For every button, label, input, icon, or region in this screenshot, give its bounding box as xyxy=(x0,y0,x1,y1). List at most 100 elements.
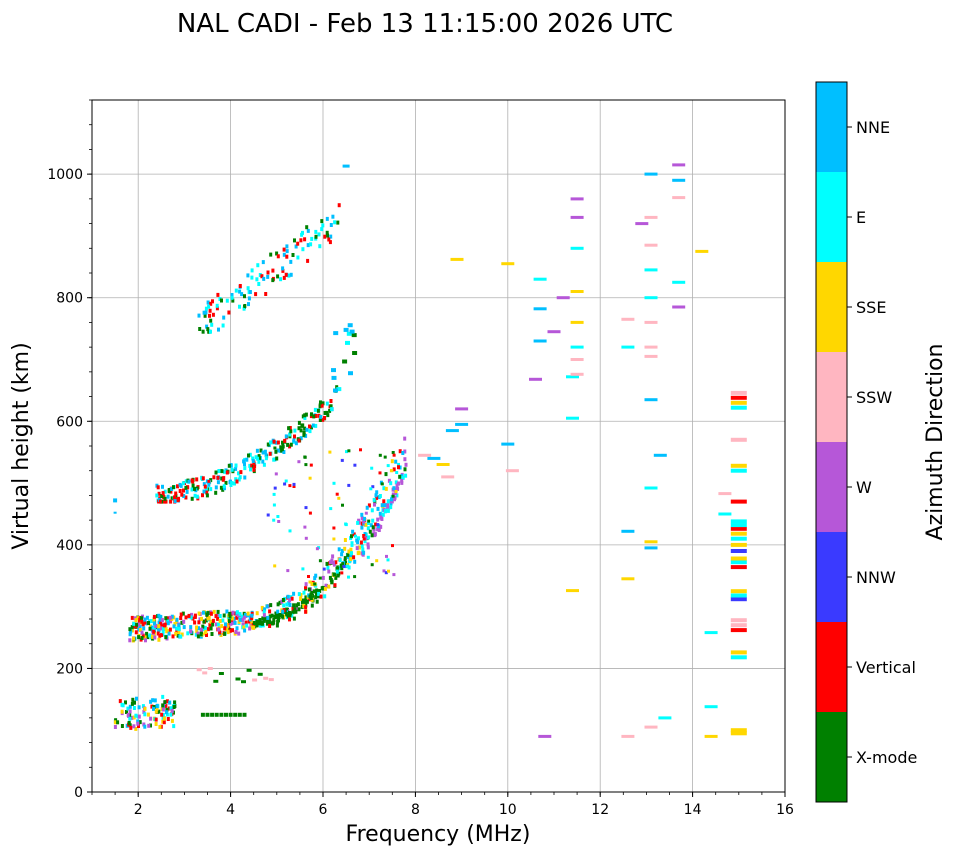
data-point xyxy=(322,586,325,591)
data-point xyxy=(199,627,203,632)
data-point xyxy=(266,442,270,447)
data-point xyxy=(207,304,211,309)
data-point xyxy=(704,705,718,709)
data-point xyxy=(255,619,259,624)
data-point xyxy=(172,724,176,729)
data-point xyxy=(228,480,232,485)
data-point xyxy=(243,475,247,480)
data-point xyxy=(154,717,158,722)
colorbar-swatch xyxy=(816,82,847,172)
data-point xyxy=(232,616,236,621)
data-point xyxy=(389,469,393,473)
data-point xyxy=(635,222,649,226)
data-point xyxy=(170,708,174,713)
data-point xyxy=(285,244,289,249)
data-point xyxy=(252,467,256,472)
data-point xyxy=(570,358,584,361)
data-point xyxy=(340,571,344,575)
data-point xyxy=(235,626,239,631)
data-point xyxy=(265,621,269,626)
data-point xyxy=(363,516,366,521)
data-point xyxy=(170,487,174,491)
data-point xyxy=(570,246,584,250)
data-point xyxy=(193,486,196,491)
data-point xyxy=(556,296,570,300)
data-point xyxy=(162,499,166,504)
data-point xyxy=(304,582,308,587)
data-point xyxy=(190,487,194,492)
data-point xyxy=(218,672,224,675)
data-point xyxy=(280,599,284,604)
data-point xyxy=(242,459,246,464)
data-point xyxy=(175,617,179,622)
colorbar-label: W xyxy=(856,478,872,497)
data-point xyxy=(155,706,159,711)
data-point xyxy=(164,703,168,708)
data-point xyxy=(239,470,243,475)
data-point xyxy=(305,427,309,432)
data-point xyxy=(138,720,142,725)
data-point xyxy=(370,466,374,470)
data-point xyxy=(275,251,279,256)
data-point xyxy=(290,596,294,601)
data-point xyxy=(163,489,167,494)
data-point xyxy=(382,486,386,491)
data-point xyxy=(159,614,163,619)
data-point xyxy=(121,703,125,708)
data-point xyxy=(278,600,282,605)
data-point xyxy=(200,712,205,717)
data-point xyxy=(360,516,364,521)
data-point xyxy=(323,234,327,239)
data-point xyxy=(209,611,213,616)
data-point xyxy=(203,484,207,489)
data-point xyxy=(369,487,373,491)
data-point xyxy=(261,459,265,464)
data-point xyxy=(230,481,234,486)
data-point xyxy=(329,223,333,227)
data-point xyxy=(138,628,142,632)
data-point xyxy=(384,509,387,513)
data-point xyxy=(196,631,200,636)
data-point xyxy=(233,611,237,616)
data-point xyxy=(376,506,380,511)
data-point xyxy=(230,293,234,297)
data-point xyxy=(191,483,195,488)
data-point xyxy=(137,635,141,640)
data-point xyxy=(346,552,350,557)
data-point xyxy=(159,621,163,626)
data-point xyxy=(306,258,310,263)
data-point xyxy=(325,216,329,221)
data-point xyxy=(161,703,165,708)
data-point xyxy=(143,620,147,625)
data-point xyxy=(730,728,747,733)
data-point xyxy=(261,450,265,455)
data-point xyxy=(130,715,134,720)
data-point xyxy=(134,618,138,623)
data-point xyxy=(209,318,213,323)
data-point xyxy=(391,451,395,454)
data-point xyxy=(394,480,398,485)
data-point xyxy=(254,455,258,460)
data-point xyxy=(357,536,360,541)
data-point xyxy=(150,625,154,630)
data-point xyxy=(286,614,290,619)
data-point xyxy=(262,276,266,281)
data-point xyxy=(342,164,350,168)
y-tick-label: 1000 xyxy=(47,167,83,183)
data-point xyxy=(297,426,301,431)
data-point xyxy=(353,559,357,564)
data-point xyxy=(308,580,312,584)
data-point xyxy=(288,444,292,449)
data-point xyxy=(328,240,332,245)
data-point xyxy=(216,480,220,485)
data-point xyxy=(333,583,337,588)
data-point xyxy=(390,499,394,504)
data-point xyxy=(393,497,396,502)
data-point xyxy=(182,488,185,493)
data-point xyxy=(304,605,308,610)
data-point xyxy=(211,618,215,623)
data-point xyxy=(272,439,276,444)
data-point xyxy=(344,522,348,526)
data-point xyxy=(644,354,658,358)
data-point xyxy=(371,525,375,530)
